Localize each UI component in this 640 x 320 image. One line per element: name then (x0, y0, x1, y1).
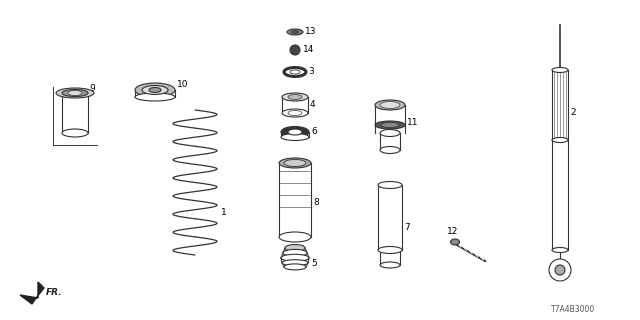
Text: 7: 7 (404, 223, 410, 232)
Text: 12: 12 (447, 227, 458, 236)
Ellipse shape (281, 254, 309, 261)
Ellipse shape (142, 85, 168, 94)
Text: 13: 13 (305, 27, 317, 36)
Ellipse shape (378, 246, 402, 253)
Ellipse shape (451, 239, 460, 245)
Ellipse shape (135, 83, 175, 97)
Ellipse shape (56, 88, 94, 98)
Circle shape (290, 45, 300, 55)
Ellipse shape (68, 91, 82, 95)
Ellipse shape (282, 93, 308, 101)
Text: 2: 2 (570, 108, 575, 117)
Text: 4: 4 (310, 100, 316, 109)
Ellipse shape (281, 126, 309, 138)
Ellipse shape (284, 68, 306, 76)
Ellipse shape (282, 109, 308, 117)
Ellipse shape (283, 249, 307, 256)
Text: 14: 14 (303, 45, 314, 54)
Ellipse shape (552, 138, 568, 142)
Ellipse shape (135, 93, 175, 101)
Text: FR.: FR. (46, 288, 63, 297)
Ellipse shape (284, 159, 306, 166)
Text: T7A4B3000: T7A4B3000 (551, 305, 595, 314)
Ellipse shape (288, 110, 302, 116)
Polygon shape (20, 282, 44, 304)
Ellipse shape (291, 30, 299, 34)
Ellipse shape (149, 87, 161, 92)
Ellipse shape (552, 68, 568, 73)
Ellipse shape (62, 90, 88, 97)
Text: 8: 8 (313, 198, 319, 207)
Text: 11: 11 (407, 118, 419, 127)
Ellipse shape (378, 181, 402, 188)
Ellipse shape (380, 147, 400, 154)
Text: 6: 6 (311, 127, 317, 136)
Ellipse shape (375, 100, 405, 110)
Ellipse shape (62, 129, 88, 137)
Ellipse shape (380, 101, 400, 108)
Ellipse shape (552, 247, 568, 252)
Ellipse shape (375, 121, 405, 129)
Ellipse shape (288, 94, 302, 100)
Text: 5: 5 (311, 259, 317, 268)
Circle shape (549, 259, 571, 281)
Ellipse shape (290, 70, 300, 74)
Ellipse shape (380, 262, 400, 268)
Ellipse shape (279, 232, 311, 242)
Text: 9: 9 (89, 84, 95, 93)
Ellipse shape (288, 129, 302, 135)
Text: 10: 10 (177, 80, 189, 89)
Ellipse shape (279, 158, 311, 168)
Ellipse shape (285, 244, 305, 252)
Ellipse shape (281, 133, 309, 140)
Ellipse shape (287, 29, 303, 35)
Ellipse shape (284, 264, 306, 270)
Ellipse shape (381, 123, 399, 127)
Ellipse shape (380, 130, 400, 137)
Ellipse shape (282, 260, 308, 266)
Circle shape (555, 265, 565, 275)
Text: 3: 3 (308, 67, 314, 76)
Text: 1: 1 (221, 208, 227, 217)
